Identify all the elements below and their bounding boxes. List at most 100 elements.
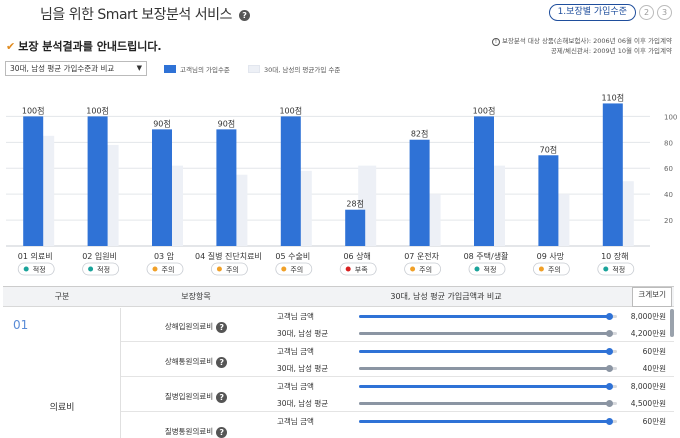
item-name-text: 질병입원의료비 (164, 392, 214, 401)
table-row: 질병통원의료비? 고객님 금액 60만원 (121, 413, 674, 438)
status-dot-icon (410, 266, 416, 272)
legend-average-swatch (248, 65, 260, 73)
status-badge (597, 262, 635, 276)
category-label: 09 사망 (537, 251, 565, 261)
status-dot-icon (216, 266, 222, 272)
status-label: 부족 (355, 266, 368, 274)
category-label: 01 의료비 (18, 251, 53, 261)
average-track (359, 330, 617, 337)
table-header: 구분 보장항목 30대, 남성 평균 가입금액과 비교 크게보기 (3, 287, 674, 307)
customer-fill (359, 350, 610, 353)
legend-customer-label: 고객님의 가입수준 (180, 66, 230, 74)
item-name-text: 상해통원의료비 (164, 357, 214, 366)
legend-average-label: 30대, 남성의 평균가입 수준 (264, 66, 341, 74)
legend-customer-swatch (164, 65, 176, 73)
item-name: 상해입원의료비? (121, 321, 271, 333)
average-label: 30대, 남성 평균 (277, 329, 329, 338)
average-fill (359, 367, 610, 370)
average-amount-row: 30대, 남성 평균 4,500만원 (271, 395, 674, 412)
y-tick-label: 100 (664, 113, 677, 121)
bar-value-label: 100점 (473, 105, 496, 115)
customer-amount-row: 고객님 금액 8,000만원 (271, 308, 674, 325)
status-badge (468, 262, 506, 276)
customer-track (359, 313, 617, 320)
help-icon[interactable]: ? (216, 426, 228, 438)
status-badge (146, 262, 184, 276)
status-dot-icon (281, 266, 287, 272)
notes: ! 보장분석 대상 상품(손해보험사): 2006년 06월 이후 가입계약 공제… (491, 36, 672, 56)
bar-value-label: 70점 (540, 144, 558, 154)
customer-amount: 8,000만원 (630, 382, 666, 391)
bar-value-label: 110점 (601, 92, 624, 102)
customer-amount: 60만원 (642, 417, 666, 426)
bar-value-label: 90점 (153, 118, 171, 128)
step-3-button[interactable]: 3 (657, 5, 672, 20)
compare-select[interactable]: 30대, 남성 평균 가입수준과 비교 ▼ (5, 61, 147, 76)
status-badge (533, 262, 570, 276)
category-label: 03 암 (154, 251, 175, 261)
section-title-text: 보장 분석결과를 안내드립니다. (18, 40, 162, 53)
average-amount-row: 30대, 남성 평균 40만원 (271, 360, 674, 377)
customer-fill (359, 385, 610, 388)
scrollbar[interactable] (670, 309, 674, 337)
customer-knob (606, 348, 614, 355)
bar-value-label: 100점 (86, 105, 109, 115)
category-cell: 01 의료비 (3, 308, 121, 438)
note-line-1: ! 보장분석 대상 상품(손해보험사): 2006년 06월 이후 가입계약 (491, 36, 672, 46)
legend-customer: 고객님의 가입수준 (164, 64, 230, 74)
item-name: 질병입원의료비? (121, 391, 271, 403)
average-track (359, 400, 617, 407)
customer-bar (216, 129, 237, 246)
bar-value-label: 82점 (411, 129, 429, 139)
customer-bar (602, 103, 623, 246)
customer-track (359, 418, 617, 425)
status-label: 적정 (484, 265, 497, 274)
bar-value-label: 90점 (218, 118, 236, 128)
status-badge (210, 262, 248, 276)
average-label: 30대, 남성 평균 (277, 364, 329, 373)
customer-fill (359, 315, 610, 318)
item-name-text: 상해입원의료비 (164, 322, 214, 331)
status-badge (17, 262, 55, 276)
customer-bar (409, 139, 430, 246)
status-label: 주의 (162, 265, 175, 274)
item-name-text: 질병통원의료비 (164, 427, 214, 436)
compare-select-value: 30대, 남성 평균 가입수준과 비교 (10, 64, 115, 73)
category-label: 10 장해 (601, 251, 628, 261)
step-navigation: 1.보장별 가입수준 2 3 (548, 4, 672, 21)
customer-track (359, 348, 617, 355)
help-icon[interactable]: ? (216, 391, 228, 403)
status-label: 적정 (33, 265, 46, 274)
category-label: 08 주택/생활 (464, 251, 509, 261)
help-icon[interactable]: ? (238, 9, 250, 21)
average-amount-row: 30대, 남성 평균 4,200만원 (271, 325, 674, 342)
average-track (359, 365, 617, 372)
help-icon[interactable]: ? (216, 356, 228, 368)
step-1-button[interactable]: 1.보장별 가입수준 (548, 4, 636, 21)
average-fill (359, 332, 610, 335)
legend-average: 30대, 남성의 평균가입 수준 (248, 64, 340, 74)
enlarge-button[interactable]: 크게보기 (632, 287, 672, 307)
y-tick-label: 40 (664, 191, 673, 199)
check-icon: ✔ (6, 40, 16, 53)
category-label: 06 상해 (343, 251, 370, 261)
average-knob (606, 365, 614, 372)
item-name: 질병통원의료비? (121, 426, 271, 438)
average-amount: 4,500만원 (630, 399, 666, 408)
status-badge (82, 262, 119, 276)
customer-bar (87, 116, 108, 247)
status-dot-icon (23, 266, 29, 272)
customer-bar (474, 116, 494, 247)
page-title: 님을 위한 Smart 보장분석 서비스 ? (40, 4, 250, 24)
help-icon[interactable]: ? (216, 321, 228, 333)
step-2-button[interactable]: 2 (639, 5, 654, 20)
bar-value-label: 100점 (22, 105, 45, 115)
status-dot-icon (88, 266, 94, 272)
category-label: 07 운전자 (404, 251, 439, 261)
category-label: 04 질병 진단치료비 (195, 251, 262, 261)
customer-knob (606, 383, 614, 390)
status-label: 주의 (290, 265, 303, 274)
customer-label: 고객님 금액 (277, 417, 314, 426)
customer-amount-row: 고객님 금액 60만원 (271, 343, 674, 360)
